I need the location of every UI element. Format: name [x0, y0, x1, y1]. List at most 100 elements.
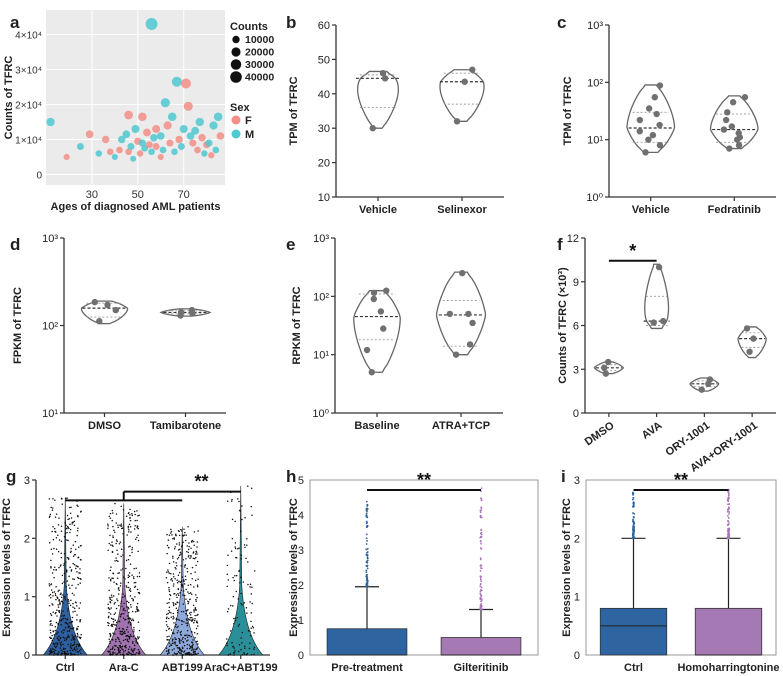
- jitter-point: [177, 556, 180, 559]
- jitter-point: [173, 538, 176, 540]
- jitter-point: [177, 574, 180, 577]
- scatter-point: [183, 101, 193, 111]
- x-tick-label-e: ATRA+TCP: [432, 420, 490, 432]
- jitter-point: [175, 618, 178, 621]
- jitter-point: [237, 547, 239, 550]
- jitter-point: [118, 604, 120, 607]
- jitter-point: [77, 645, 80, 648]
- jitter-point: [118, 638, 120, 641]
- jitter-point: [59, 565, 62, 567]
- jitter-point: [245, 557, 247, 560]
- jitter-point: [56, 643, 59, 646]
- outlier-point: [480, 528, 483, 531]
- violin-g-0: [42, 497, 88, 656]
- scatter-point: [127, 143, 135, 150]
- jitter-point: [128, 646, 131, 648]
- jitter-point: [237, 598, 240, 600]
- jitter-point: [138, 575, 141, 578]
- data-point: [446, 310, 454, 318]
- panel-label-g: g: [6, 467, 16, 486]
- outlier-point: [480, 589, 483, 592]
- jitter-point: [183, 621, 185, 623]
- jitter-point: [197, 625, 199, 627]
- violin-c-1: [709, 94, 759, 152]
- jitter-point: [165, 629, 168, 632]
- outlier-point: [479, 539, 482, 542]
- jitter-point: [190, 619, 192, 621]
- jitter-point: [194, 571, 196, 573]
- jitter-point: [112, 536, 114, 539]
- jitter-point: [120, 527, 123, 530]
- jitter-point: [249, 601, 251, 603]
- jitter-point: [62, 647, 65, 650]
- jitter-point: [232, 595, 235, 598]
- jitter-point: [189, 598, 191, 601]
- color-legend-marker: [231, 115, 241, 125]
- x-tick-label-g: Ctrl: [56, 662, 75, 674]
- jitter-point: [48, 585, 51, 587]
- jitter-point: [172, 631, 174, 634]
- jitter-point: [131, 574, 133, 576]
- jitter-point: [112, 623, 114, 625]
- jitter-point: [186, 614, 189, 617]
- jitter-point: [52, 604, 54, 606]
- jitter-point: [116, 636, 119, 639]
- jitter-point: [179, 548, 181, 550]
- jitter-point: [233, 617, 235, 620]
- jitter-point: [190, 555, 192, 557]
- y-tick-label-b: 60: [318, 20, 330, 32]
- jitter-point: [80, 559, 82, 561]
- jitter-point: [76, 514, 79, 517]
- y-tick-label-a: 2×10⁴: [15, 101, 42, 112]
- jitter-point: [183, 650, 186, 652]
- x-tick-label-g: AraC+ABT199: [204, 662, 278, 674]
- jitter-point: [134, 653, 137, 655]
- jitter-point: [172, 654, 174, 656]
- significance-g: **: [65, 472, 241, 502]
- y-tick-label-i: 1: [574, 592, 580, 604]
- jitter-point: [116, 598, 118, 600]
- jitter-point: [187, 551, 190, 554]
- jitter-point: [109, 512, 112, 515]
- jitter-point: [107, 549, 109, 552]
- jitter-point: [66, 531, 68, 534]
- jitter-point: [129, 514, 131, 516]
- jitter-point: [232, 576, 234, 579]
- y-tick-label-h: 5: [298, 475, 304, 487]
- outlier-point: [632, 503, 635, 506]
- x-tick-label-h: Gilteritinib: [454, 662, 509, 674]
- violin-body: [435, 271, 487, 356]
- jitter-point: [132, 599, 134, 602]
- jitter-point: [244, 546, 246, 549]
- data-point: [465, 310, 472, 318]
- jitter-point: [50, 548, 53, 551]
- jitter-point: [234, 520, 236, 523]
- jitter-point: [196, 620, 198, 622]
- jitter-point: [64, 595, 66, 598]
- jitter-point: [122, 608, 125, 611]
- jitter-point: [250, 593, 253, 595]
- jitter-point: [68, 575, 70, 577]
- y-tick-label-i: 2: [574, 533, 580, 545]
- jitter-point: [52, 595, 54, 597]
- jitter-point: [51, 572, 54, 574]
- scatter-point: [195, 117, 204, 127]
- jitter-point: [226, 610, 229, 613]
- jitter-point: [79, 511, 82, 513]
- jitter-point: [65, 585, 68, 588]
- jitter-point: [52, 525, 54, 528]
- y-tick-label-e: 10¹: [313, 350, 329, 362]
- jitter-point: [111, 544, 113, 546]
- scatter-point: [208, 152, 215, 159]
- jitter-point: [226, 644, 228, 647]
- jitter-point: [244, 645, 246, 648]
- jitter-point: [66, 618, 69, 620]
- scatter-point: [125, 148, 132, 156]
- jitter-point: [72, 606, 74, 608]
- jitter-point: [189, 654, 191, 656]
- jitter-point: [181, 638, 184, 640]
- jitter-point: [172, 618, 174, 620]
- jitter-point: [108, 638, 110, 640]
- outlier-point: [632, 497, 635, 499]
- jitter-point: [128, 638, 131, 640]
